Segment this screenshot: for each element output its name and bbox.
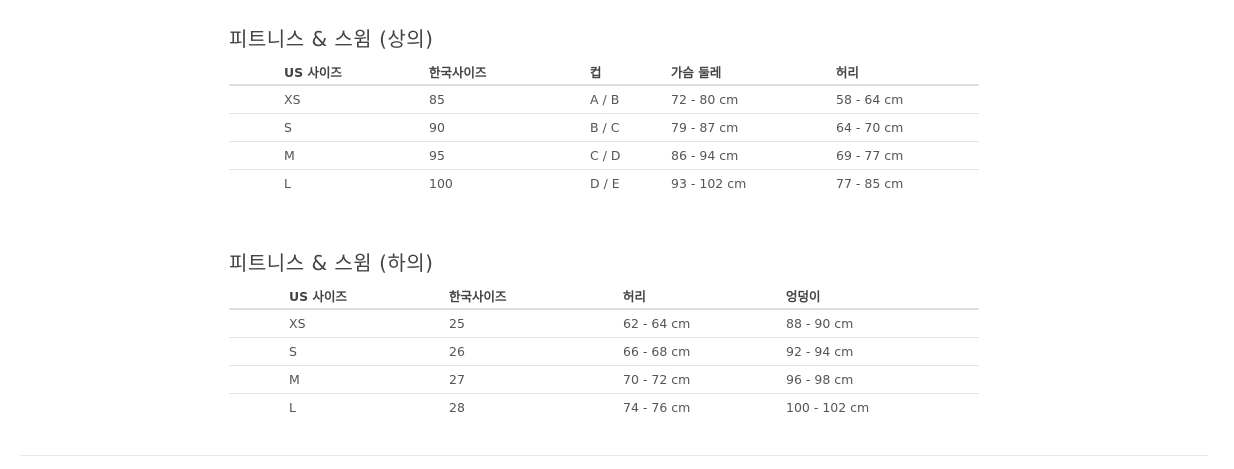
- table-cell: M: [229, 365, 449, 394]
- table-cell: D / E: [590, 176, 620, 191]
- table-cell: 28: [449, 400, 465, 415]
- table-cell: 26: [449, 337, 623, 366]
- section-title: 피트니스 & 스윔 (하의): [229, 251, 434, 275]
- section-title: 피트니스 & 스윔 (상의): [229, 27, 434, 51]
- table-cell: A / B: [590, 85, 671, 114]
- table-cell: 64 - 70 cm: [836, 113, 979, 142]
- table-cell: 69 - 77 cm: [836, 141, 979, 170]
- column-header: 가슴 둘레: [671, 58, 836, 86]
- table-cell: S: [229, 113, 429, 142]
- table-cell: 90: [429, 113, 590, 142]
- tops-size-section: 피트니스 & 스윔 (상의) US 사이즈 한국사이즈 컵 가슴 둘레 허리 XS 85 A…: [229, 24, 979, 197]
- table-row: S 26 66 - 68 cm 92 - 94 cm: [229, 337, 979, 366]
- table-cell: 88 - 90 cm: [786, 309, 979, 338]
- column-header: 허리: [836, 58, 979, 86]
- table-row: L 100 D / E 93 - 102 cm 77 - 85 cm: [229, 170, 979, 198]
- table-cell: M: [229, 141, 429, 170]
- column-header: 허리: [623, 282, 786, 310]
- table-cell: 79 - 87 cm: [671, 113, 836, 142]
- table-cell: C / D: [590, 141, 671, 170]
- table-cell: 100 - 102 cm: [786, 400, 870, 415]
- column-header: US 사이즈: [229, 58, 429, 86]
- table-cell: 86 - 94 cm: [671, 141, 836, 170]
- table-cell: 58 - 64 cm: [836, 85, 979, 114]
- table-cell: 27: [449, 365, 623, 394]
- tops-size-table: US 사이즈 한국사이즈 컵 가슴 둘레 허리 XS 85 A / B 72 - 80 cm 5…: [229, 58, 979, 197]
- table-cell: S: [229, 337, 449, 366]
- table-cell: L: [284, 176, 291, 191]
- table-row: XS 85 A / B 72 - 80 cm 58 - 64 cm: [229, 85, 979, 114]
- column-header: 한국사이즈: [449, 282, 623, 310]
- table-row: XS 25 62 - 64 cm 88 - 90 cm: [229, 309, 979, 338]
- table-row: M 27 70 - 72 cm 96 - 98 cm: [229, 365, 979, 394]
- column-header: US 사이즈: [229, 282, 449, 310]
- table-cell: 96 - 98 cm: [786, 365, 979, 394]
- column-header: 한국사이즈: [429, 58, 590, 86]
- table-row: S 90 B / C 79 - 87 cm 64 - 70 cm: [229, 113, 979, 142]
- table-cell: 77 - 85 cm: [836, 176, 904, 191]
- bottoms-size-table: US 사이즈 한국사이즈 허리 엉덩이 XS 25 62 - 64 cm 88 - 90 c…: [229, 282, 979, 421]
- table-row: M 95 C / D 86 - 94 cm 69 - 77 cm: [229, 141, 979, 170]
- table-cell: 100: [429, 176, 453, 191]
- bottoms-size-section: 피트니스 & 스윔 (하의) US 사이즈 한국사이즈 허리 엉덩이 XS 25 62 -…: [229, 248, 979, 421]
- table-cell: L: [289, 400, 296, 415]
- table-header-row: US 사이즈 한국사이즈 허리 엉덩이: [229, 282, 979, 310]
- table-header-row: US 사이즈 한국사이즈 컵 가슴 둘레 허리: [229, 58, 979, 86]
- table-cell: XS: [229, 85, 429, 114]
- table-row: L 28 74 - 76 cm 100 - 102 cm: [229, 394, 979, 422]
- table-cell: 66 - 68 cm: [623, 337, 786, 366]
- table-cell: 95: [429, 141, 590, 170]
- table-cell: B / C: [590, 113, 671, 142]
- table-cell: 70 - 72 cm: [623, 365, 786, 394]
- table-cell: 25: [449, 309, 623, 338]
- table-cell: 62 - 64 cm: [623, 309, 786, 338]
- table-cell: 74 - 76 cm: [623, 400, 691, 415]
- column-header: 엉덩이: [786, 282, 979, 310]
- table-cell: XS: [229, 309, 449, 338]
- table-cell: 72 - 80 cm: [671, 85, 836, 114]
- footer-divider: [20, 455, 1208, 456]
- column-header: 컵: [590, 58, 671, 86]
- table-cell: 92 - 94 cm: [786, 337, 979, 366]
- table-cell: 93 - 102 cm: [671, 176, 747, 191]
- table-cell: 85: [429, 85, 590, 114]
